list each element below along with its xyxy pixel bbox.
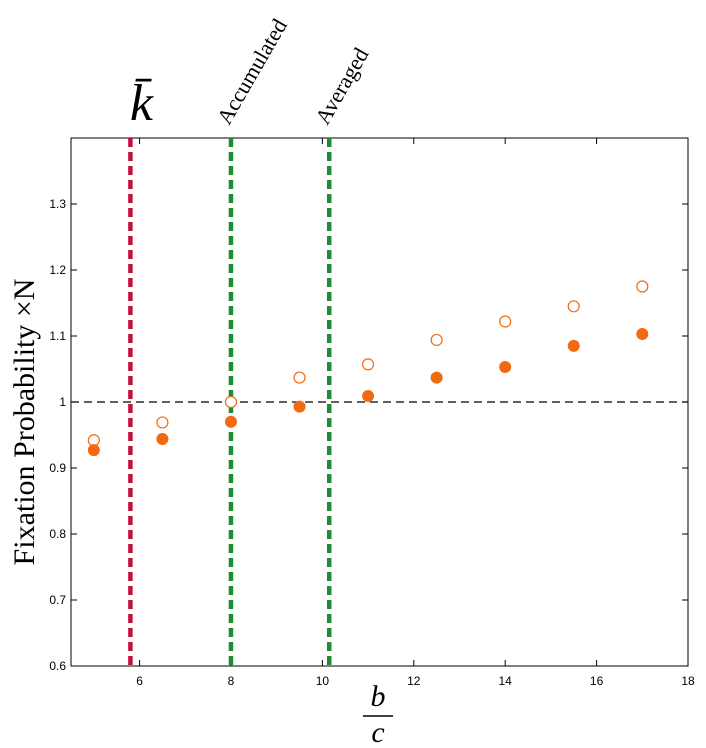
y-axis-label: Fixation Probability ×N <box>8 279 41 566</box>
series-0-point <box>499 315 512 328</box>
y-tick-label: 1 <box>59 395 66 409</box>
series-0-point <box>224 395 238 409</box>
series-0-point <box>636 280 649 293</box>
series-1-point <box>636 328 649 341</box>
y-tick-label: 1.1 <box>49 329 66 343</box>
series-0-point <box>430 333 443 347</box>
x-tick-label: 6 <box>136 674 143 688</box>
x-axis-label-numerator: b <box>371 680 386 713</box>
series-0-point <box>567 300 580 313</box>
x-tick-label: 18 <box>681 674 695 688</box>
vertical-line-label-k: k̄ <box>130 75 154 132</box>
series-1-point <box>499 361 512 374</box>
series-1-point <box>362 390 375 403</box>
y-tick-label: 1.2 <box>49 263 66 277</box>
series-1-point <box>224 415 237 428</box>
series-0-point <box>156 416 169 429</box>
y-tick-label: 1.3 <box>49 197 66 211</box>
series-1-point <box>293 400 306 413</box>
series-1-point <box>87 444 100 457</box>
series-1-point <box>156 432 169 445</box>
x-tick-label: 14 <box>499 674 513 688</box>
series-0-point <box>87 434 100 447</box>
series-1-point <box>430 371 443 384</box>
y-tick-label: 0.6 <box>49 659 66 673</box>
x-tick-label: 10 <box>316 674 330 688</box>
y-tick-label: 0.8 <box>49 527 66 541</box>
x-tick-label: 16 <box>590 674 604 688</box>
x-axis-label-denominator: c <box>371 716 384 748</box>
vertical-line-label-2: Averaged <box>310 43 374 128</box>
series-0-point <box>293 371 306 384</box>
vertical-line-label-1: Accumulated <box>212 14 292 128</box>
series-1-point <box>567 339 580 352</box>
y-tick-label: 0.9 <box>49 461 66 475</box>
y-tick-label: 0.7 <box>49 593 66 607</box>
x-tick-label: 12 <box>407 674 421 688</box>
series-0-point <box>361 358 375 371</box>
x-tick-label: 8 <box>228 674 235 688</box>
